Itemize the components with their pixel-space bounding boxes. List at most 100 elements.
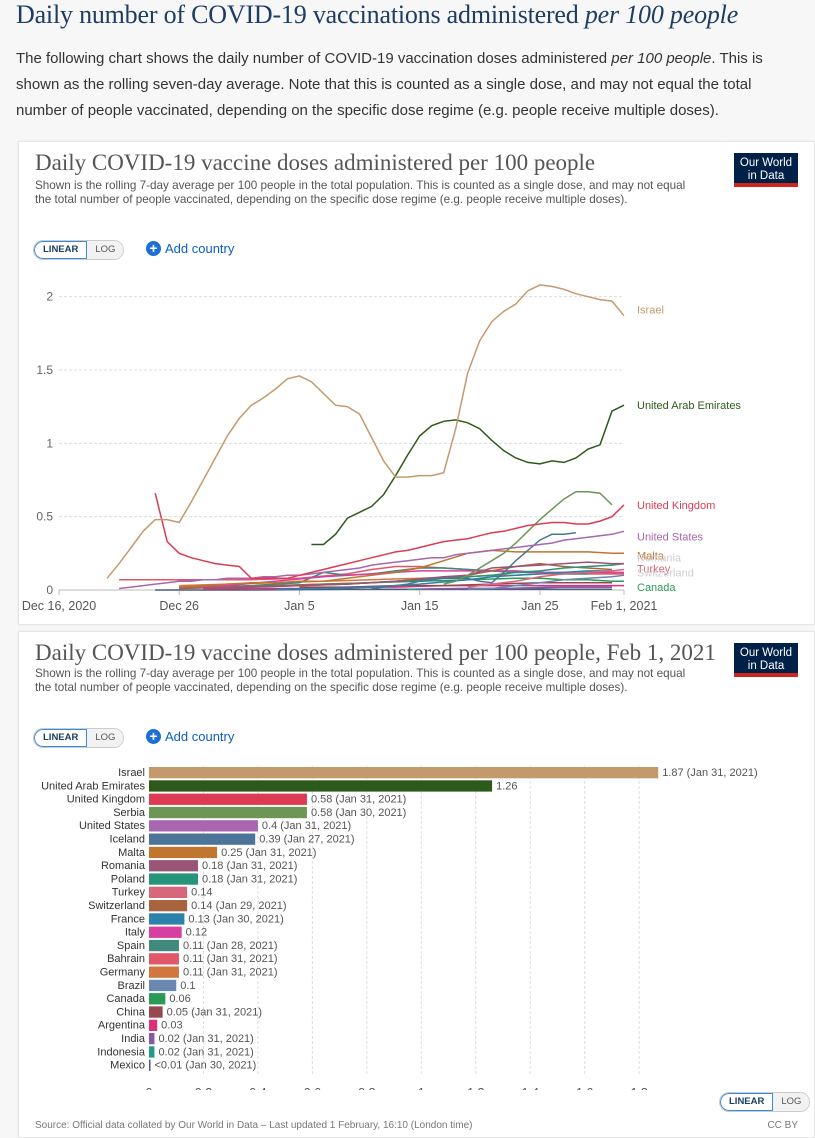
x-tick-label: Dec 16, 2020 [22,599,96,613]
bar-iceland [149,833,256,845]
bar-category-label: Bahrain [107,953,145,965]
series-line-israel [106,284,625,579]
y-tick-label: 1.5 [36,363,53,377]
x-tick-label: 0.4 [249,1086,266,1090]
bar-value-label: 1.26 [496,780,517,792]
series-line-mexico [155,588,612,591]
bar-category-label: Turkey [112,887,146,899]
bar-india [149,1033,155,1045]
bar-value-label: 0.14 [191,887,212,899]
add-country-label: Add country [165,729,235,744]
bar-category-label: Indonesia [97,1046,146,1058]
bar-category-label: United States [79,820,146,832]
bar-category-label: Canada [106,993,145,1005]
bar-value-label: 0.1 [180,980,195,992]
bar-united-kingdom [149,793,307,805]
bar-germany [149,966,179,978]
bar-category-label: Malta [118,847,146,859]
intro-text-2: . This is shown as the rolling seven-day… [16,50,763,119]
bar-chart-card: Daily COVID-19 vaccine doses administere… [18,631,815,1138]
bar-value-label: 0.13 (Jan 30, 2021) [188,913,283,925]
log-scale-button[interactable]: LOG [87,241,124,259]
series-end-label: United Arab Emirates [637,400,741,412]
bar-poland [149,873,199,885]
bar-category-label: China [116,1006,146,1018]
bar-value-label: 0.02 (Jan 31, 2021) [158,1046,253,1058]
series-line-united-kingdom [154,493,625,580]
add-country-label: Add country [165,241,235,256]
bar-turkey [149,886,188,898]
bar-value-label: 0.05 (Jan 31, 2021) [167,1006,262,1018]
logo-line1: Our World [739,647,793,659]
bar-value-label: 0.12 [186,927,207,939]
bar-category-label: Spain [117,940,145,952]
y-tick-label: 0 [46,583,53,597]
page-title: Daily number of COVID-19 vaccinations ad… [16,0,738,30]
log-scale-button[interactable]: LOG [773,1093,810,1111]
bar-value-label: 0.58 (Jan 30, 2021) [311,807,406,819]
series-line-turkey [467,568,625,588]
add-country-button[interactable]: + Add country [146,241,234,256]
bar-bahrain [149,953,179,965]
line-chart-card: Daily COVID-19 vaccine doses administere… [18,141,815,625]
intro-text-1: The following chart shows the daily numb… [16,50,612,67]
series-end-label: Switzerland [637,567,694,579]
logo-line2: in Data [747,659,785,672]
bar-united-arab-emirates [149,780,493,792]
bar-value-label: 0.25 (Jan 31, 2021) [221,847,316,859]
bar-value-label: 0.18 (Jan 31, 2021) [202,860,297,872]
owid-logo[interactable]: Our World in Data [734,153,798,187]
bar-category-label: Switzerland [88,900,145,912]
license-link[interactable]: CC BY [767,1120,798,1131]
log-scale-button[interactable]: LOG [87,729,124,747]
bar-united-states [149,820,258,832]
linear-scale-button[interactable]: LINEAR [720,1093,774,1111]
bar-value-label: 0.11 (Jan 31, 2021) [183,953,278,965]
linear-scale-button[interactable]: LINEAR [34,241,88,259]
page-title-italic: per 100 people [584,0,739,29]
scale-toggle: LINEAR LOG [33,240,125,260]
bar-value-label: 0.14 (Jan 29, 2021) [191,900,286,912]
bar-category-label: Iceland [110,834,145,846]
series-line-united-arab-emirates [311,404,625,546]
x-tick-label: 0.2 [195,1086,212,1090]
add-country-button[interactable]: + Add country [146,729,234,744]
bar-category-label: Poland [111,873,145,885]
series-line-united-states [119,530,625,590]
intro-paragraph: The following chart shows the daily numb… [16,46,806,124]
x-tick-label: 1.6 [576,1086,593,1090]
linear-scale-button[interactable]: LINEAR [34,729,88,747]
bar-argentina [149,1019,158,1031]
owid-logo[interactable]: Our World in Data [734,643,798,677]
bar-category-label: Romania [101,860,146,872]
x-tick-label: 1.4 [522,1086,539,1090]
bar-category-label: Argentina [98,1020,146,1032]
series-line-france [275,570,612,591]
bar-category-label: Germany [100,967,146,979]
series-line-malta [179,549,624,588]
plus-icon: + [146,241,161,256]
x-tick-label: 0 [146,1086,153,1090]
bar-category-label: Serbia [113,807,146,819]
bar-value-label: 0.18 (Jan 31, 2021) [202,873,297,885]
bar-value-label: 0.11 (Jan 28, 2021) [183,940,278,952]
x-tick-label: Jan 25 [521,599,559,613]
bar-chart-title: Daily COVID-19 vaccine doses administere… [35,640,716,665]
bar-chart-plot: 0 0.2 0.4 0.6 0.8 1 1.2 1.4 1.6 1.8 Israel 1.87 (Ja… [41,766,758,1090]
bar-malta [149,846,218,859]
x-tick-label: Jan 15 [401,599,439,613]
scale-toggle-top: LINEAR LOG [33,728,125,748]
bar-value-label: 0.03 [161,1020,182,1032]
line-chart-plot: 0 0.5 1 1.5 2 Dec 16, 2020 Dec 26 Jan 5 Jan 15 Ja… [22,284,741,613]
bar-spain [149,939,179,952]
source-note: Source: Official data collated by Our Wo… [35,1120,473,1131]
bar-value-label: 0.02 (Jan 31, 2021) [158,1033,253,1045]
bar-israel [149,767,659,779]
logo-line2: in Data [747,169,785,182]
bar-category-label: United Arab Emirates [41,780,145,792]
x-tick-label: 1.2 [467,1086,484,1090]
x-tick-label: 1.8 [630,1086,647,1090]
series-line-brazil [467,574,625,591]
x-tick-label: Feb 1, 2021 [591,599,658,613]
bar-value-label: 1.87 (Jan 31, 2021) [662,767,757,779]
